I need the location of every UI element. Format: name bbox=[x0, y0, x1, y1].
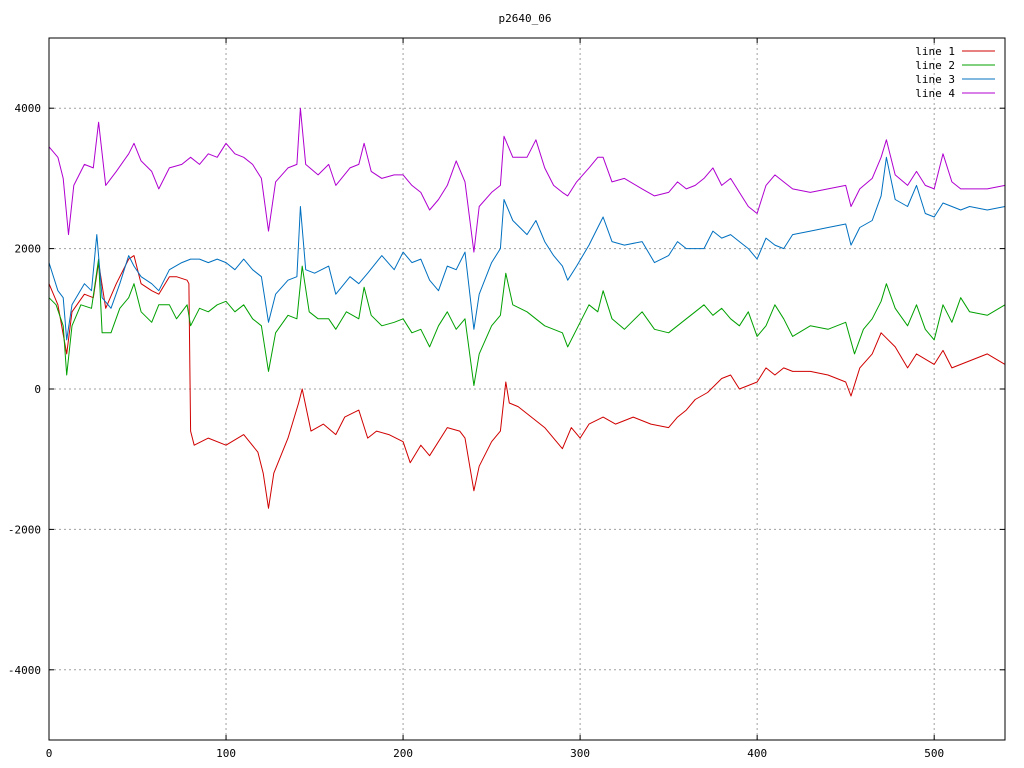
legend-label: line 3 bbox=[915, 73, 955, 86]
x-tick-label: 400 bbox=[747, 747, 767, 760]
series-line-4 bbox=[48, 107, 1006, 253]
y-axis-ticks: -4000 -2000 0 2000 4000 bbox=[8, 102, 1005, 677]
legend-label: line 1 bbox=[915, 45, 955, 58]
y-tick-label: -2000 bbox=[8, 523, 41, 536]
x-tick-label: 500 bbox=[924, 747, 944, 760]
legend-label: line 2 bbox=[915, 59, 955, 72]
series-line-3 bbox=[48, 156, 1006, 341]
y-tick-label: 4000 bbox=[15, 102, 42, 115]
y-tick-label: 2000 bbox=[15, 243, 42, 256]
chart-title: p2640_06 bbox=[499, 12, 552, 25]
legend-label: line 4 bbox=[915, 87, 955, 100]
series-line-2 bbox=[48, 258, 1006, 386]
x-tick-label: 200 bbox=[393, 747, 413, 760]
series-line-1 bbox=[48, 255, 1006, 509]
grid-lines bbox=[49, 38, 1005, 740]
x-tick-label: 100 bbox=[216, 747, 236, 760]
y-tick-label: -4000 bbox=[8, 664, 41, 677]
x-axis-ticks: 0 100 200 300 400 500 bbox=[46, 38, 944, 760]
y-tick-label: 0 bbox=[34, 383, 41, 396]
x-tick-label: 0 bbox=[46, 747, 53, 760]
x-tick-label: 300 bbox=[570, 747, 590, 760]
data-series bbox=[48, 107, 1006, 509]
